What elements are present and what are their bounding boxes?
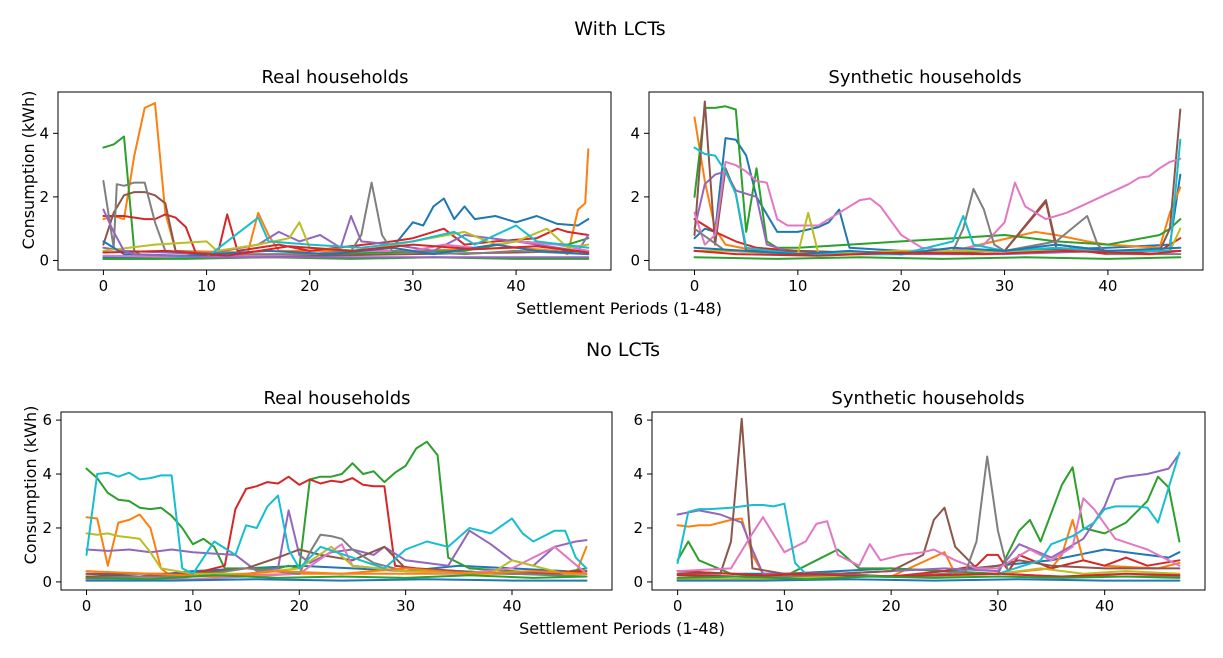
y-tick-label: 6: [633, 411, 643, 429]
x-tick-label: 10: [788, 277, 807, 295]
plot-area: 0 10 20 30 40 0 2 4 6: [633, 411, 1206, 615]
y-axis-label: Consumption (kWh): [21, 406, 40, 565]
series-line-household-5: [85, 509, 588, 573]
x-tick-label: 20: [290, 597, 309, 615]
series-line-household-3: [85, 440, 588, 575]
axes-frame: [60, 411, 613, 591]
series-line-household-12: [102, 243, 590, 257]
y-tick-label: 2: [630, 188, 640, 206]
row-title-no-lcts: No LCTs: [586, 339, 660, 361]
row-title-with-lcts: With LCTs: [574, 18, 665, 40]
series-line-household-6: [102, 191, 590, 257]
y-tick-label: 0: [630, 251, 640, 269]
x-tick-label: 40: [1098, 277, 1117, 295]
y-tick-label: 4: [42, 465, 52, 483]
x-tick-label: 20: [882, 597, 901, 615]
panel-no-lcts-real: Real households Consumption (kWh) 0 10 20 3…: [21, 388, 613, 615]
y-tick-label: 0: [39, 251, 49, 269]
y-tick-label: 2: [39, 188, 49, 206]
series-line-household-7: [693, 157, 1182, 252]
x-tick-label: 20: [892, 277, 911, 295]
y-tick-label: 0: [633, 573, 643, 591]
x-tick-label: 20: [300, 277, 319, 295]
series-group: [102, 102, 590, 260]
x-tick-label: 10: [197, 277, 216, 295]
series-line-household-10: [85, 471, 588, 575]
y-tick-label: 4: [39, 124, 49, 142]
x-axis-label-with-lcts: Settlement Periods (1-48): [516, 299, 722, 318]
axes-frame: [651, 411, 1206, 591]
series-line-household-11: [676, 578, 1181, 582]
y-axis-label: Consumption (kWh): [19, 91, 38, 250]
panel-no-lcts-synthetic: Synthetic households 0 10 20 30 40 0 2 4 6: [633, 388, 1206, 615]
x-tick-label: 10: [183, 597, 202, 615]
series-line-household-13: [102, 256, 590, 260]
plot-area: 0 10 20 30 40 0 2 4: [630, 91, 1204, 295]
series-line-household-7: [102, 240, 590, 259]
x-tick-label: 10: [775, 597, 794, 615]
series-line-household-12: [693, 256, 1182, 260]
series-line-household-13: [693, 249, 1182, 257]
x-tick-label: 0: [673, 597, 683, 615]
series-line-household-13: [85, 574, 588, 581]
x-tick-label: 30: [995, 277, 1014, 295]
series-line-household-9: [85, 532, 588, 575]
plot-area: 0 10 20 30 40 0 2 4 6: [42, 411, 613, 615]
series-line-household-6: [676, 417, 1181, 575]
series-line-household-3: [693, 105, 1182, 249]
series-line-household-12: [676, 572, 1181, 578]
y-tick-label: 4: [633, 465, 643, 483]
x-tick-label: 40: [502, 597, 521, 615]
x-tick-label: 0: [99, 277, 109, 295]
series-line-household-6: [693, 100, 1182, 256]
x-tick-label: 30: [396, 597, 415, 615]
x-tick-label: 0: [690, 277, 700, 295]
series-line-household-4: [85, 475, 588, 578]
y-tick-label: 0: [42, 573, 52, 591]
series-line-household-13: [676, 575, 1181, 581]
x-tick-label: 0: [82, 597, 92, 615]
panel-title: Real households: [263, 388, 410, 409]
x-tick-label: 40: [507, 277, 526, 295]
panel-with-lcts-synthetic: Synthetic households 0 10 20 30 40 0 2 4: [630, 67, 1204, 295]
series-line-household-14: [102, 208, 590, 259]
series-line-household-5: [676, 452, 1181, 575]
axes-frame: [648, 91, 1204, 271]
series-line-household-11: [693, 243, 1182, 256]
series-group: [85, 440, 588, 582]
x-tick-label: 40: [1095, 597, 1114, 615]
series-line-household-4: [693, 200, 1182, 256]
panel-title: Synthetic households: [831, 388, 1024, 409]
panel-title: Real households: [261, 67, 408, 88]
x-tick-label: 30: [988, 597, 1007, 615]
plot-area: 0 10 20 30 40 0 2 4: [39, 91, 612, 295]
series-group: [676, 417, 1181, 582]
x-tick-label: 30: [403, 277, 422, 295]
series-line-household-8: [676, 455, 1181, 581]
axes-frame: [57, 91, 612, 271]
y-tick-label: 4: [630, 124, 640, 142]
y-tick-label: 6: [42, 411, 52, 429]
series-line-household-10: [693, 138, 1182, 256]
series-line-household-12: [85, 567, 588, 578]
series-line-household-11: [85, 578, 588, 582]
panel-with-lcts-real: Real households Consumption (kWh) 0 10 20 3…: [19, 67, 612, 295]
x-axis-label-no-lcts: Settlement Periods (1-48): [519, 619, 725, 638]
series-line-household-8: [102, 180, 590, 256]
series-group: [693, 100, 1182, 260]
y-tick-label: 2: [42, 519, 52, 537]
panel-title: Synthetic households: [828, 67, 1021, 88]
y-tick-label: 2: [633, 519, 643, 537]
series-line-household-10: [676, 451, 1181, 578]
